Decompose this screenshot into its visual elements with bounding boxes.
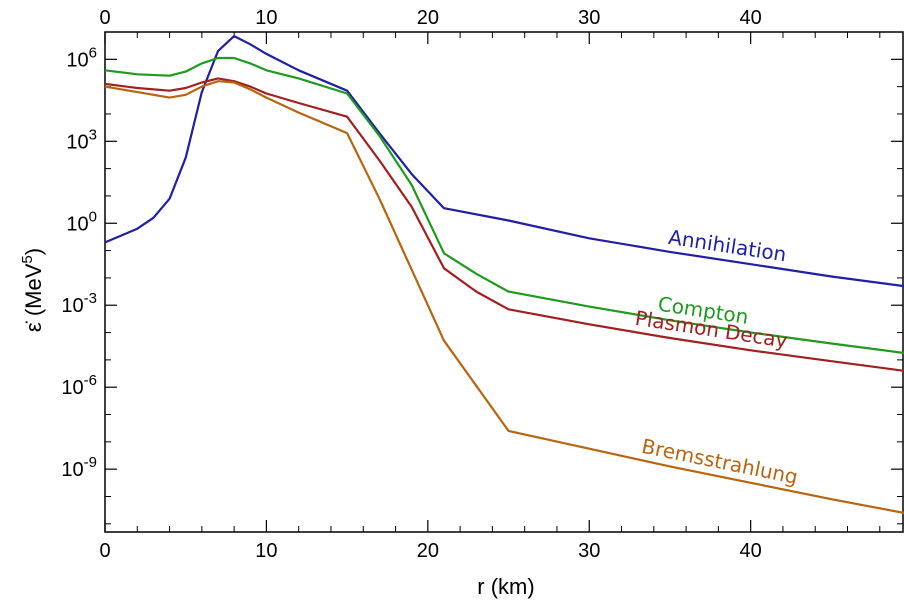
x-top-tick-label: 40 (740, 7, 762, 29)
y-tick-exponent: -3 (84, 290, 97, 307)
y-tick-exponent: 3 (89, 126, 97, 143)
y-tick-exponent: -6 (84, 372, 97, 389)
x-top-tick-label: 10 (255, 7, 277, 29)
y-axis-label-exponent: 5 (19, 255, 36, 263)
y-tick-label: 106 (66, 44, 97, 71)
x-tick-label: 40 (740, 540, 762, 562)
x-top-tick-label: 0 (99, 7, 110, 29)
y-tick-label: 10-3 (61, 290, 97, 317)
x-tick-label: 30 (578, 540, 600, 562)
label-bremsstrahlung: Bremsstrahlung (640, 434, 800, 489)
y-tick-exponent: -9 (84, 454, 97, 471)
series (104, 35, 904, 514)
y-tick-base: 10 (61, 377, 83, 399)
y-tick-base: 10 (61, 295, 83, 317)
x-axis-label: r (km) (477, 574, 534, 599)
y-tick-label: 10-6 (61, 372, 97, 399)
axes (104, 31, 904, 533)
y-tick-base: 10 (61, 459, 83, 481)
series-line-bremsstrahlung (104, 80, 904, 514)
plot-frame (104, 31, 904, 533)
x-tick-label: 0 (99, 540, 110, 562)
y-axis-label-close: ) (21, 248, 46, 255)
series-line-plasmon-decay (104, 77, 904, 372)
y-axis-label: ε̇ (MeV5) (19, 248, 46, 332)
x-top-tick-label: 20 (417, 7, 439, 29)
y-tick-base: 10 (66, 213, 88, 235)
y-tick-base: 10 (66, 49, 88, 71)
y-tick-exponent: 0 (89, 208, 97, 225)
y-tick-label: 10-9 (61, 454, 97, 481)
x-top-tick-label: 30 (578, 7, 600, 29)
y-tick-label: 103 (66, 126, 97, 153)
series-line-compton (104, 56, 904, 355)
x-tick-label: 20 (417, 540, 439, 562)
y-tick-base: 10 (66, 131, 88, 153)
y-tick-label: 100 (66, 208, 97, 235)
series-line-annihilation (104, 35, 904, 288)
y-axis-label-main: ε̇ (MeV (21, 263, 46, 332)
x-tick-label: 10 (255, 540, 277, 562)
y-tick-exponent: 6 (89, 44, 97, 61)
